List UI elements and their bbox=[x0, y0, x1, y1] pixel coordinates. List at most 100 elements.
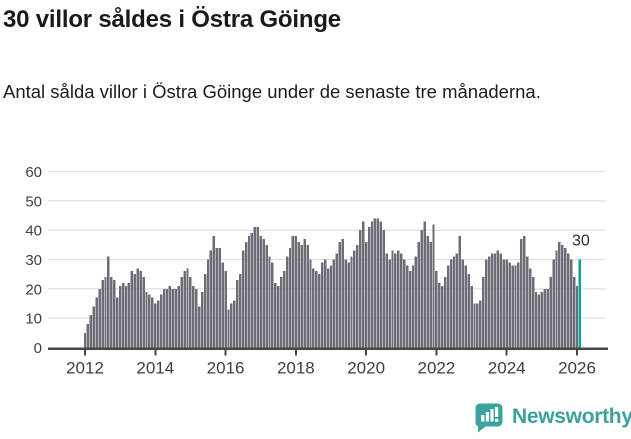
bar bbox=[303, 238, 306, 348]
y-axis-label: 10 bbox=[25, 311, 42, 328]
bar bbox=[244, 241, 248, 348]
bar bbox=[388, 259, 391, 348]
bar bbox=[400, 253, 403, 348]
bar bbox=[520, 238, 523, 348]
y-axis-label: 60 bbox=[25, 164, 42, 181]
bar bbox=[159, 294, 163, 348]
tick-mark bbox=[576, 350, 579, 356]
bar bbox=[341, 238, 344, 348]
bar bbox=[514, 265, 517, 348]
bar bbox=[435, 271, 438, 348]
bar bbox=[203, 274, 207, 348]
bar bbox=[124, 285, 128, 348]
bar bbox=[186, 268, 189, 348]
bar bbox=[118, 285, 122, 348]
bar bbox=[115, 297, 119, 348]
bar bbox=[189, 277, 192, 348]
bar bbox=[332, 259, 336, 348]
bar bbox=[443, 277, 447, 348]
newsworthy-logo[interactable]: Newsworthy bbox=[474, 401, 631, 433]
bar bbox=[347, 262, 350, 348]
bar-chart: 0 10 20 30 40 50 60 2012 2014 2016 2018 2020 2022 202… bbox=[25, 164, 608, 378]
bar bbox=[523, 236, 526, 348]
x-axis-label: 2014 bbox=[136, 359, 174, 378]
bar bbox=[353, 250, 356, 348]
bar bbox=[133, 274, 137, 348]
bar bbox=[543, 288, 547, 348]
tick-mark bbox=[365, 350, 368, 356]
bar bbox=[148, 294, 151, 348]
bar bbox=[487, 256, 491, 348]
bar bbox=[493, 253, 497, 348]
bar bbox=[423, 221, 426, 348]
bar bbox=[107, 256, 110, 348]
bar bbox=[338, 241, 342, 348]
bar bbox=[95, 297, 98, 348]
x-axis-label: 2022 bbox=[418, 359, 456, 378]
tick-mark bbox=[154, 350, 157, 356]
newsworthy-icon bbox=[475, 403, 503, 433]
bar bbox=[215, 247, 219, 348]
bar bbox=[279, 277, 283, 348]
bar bbox=[230, 303, 233, 348]
bar bbox=[461, 259, 465, 348]
bar bbox=[490, 253, 494, 348]
x-axis-label: 2026 bbox=[558, 359, 596, 378]
x-axis-label: 2012 bbox=[66, 359, 104, 378]
bar bbox=[309, 259, 312, 348]
bar bbox=[151, 297, 154, 348]
bar bbox=[555, 250, 558, 348]
bar bbox=[350, 256, 353, 348]
bar bbox=[121, 282, 125, 348]
bar bbox=[180, 277, 183, 348]
bar bbox=[297, 241, 301, 348]
tick-mark bbox=[435, 350, 438, 356]
bar bbox=[221, 262, 224, 348]
bar bbox=[569, 259, 573, 348]
bar bbox=[206, 259, 210, 348]
bar bbox=[329, 265, 333, 348]
bar bbox=[323, 259, 327, 348]
bar bbox=[458, 236, 462, 348]
bar bbox=[250, 233, 254, 348]
bar bbox=[294, 236, 298, 348]
bar bbox=[566, 253, 570, 348]
bar bbox=[429, 241, 432, 348]
bar bbox=[83, 332, 87, 348]
bar bbox=[534, 291, 538, 348]
bar bbox=[142, 277, 145, 348]
bar bbox=[271, 262, 274, 348]
bar bbox=[183, 271, 186, 348]
bar bbox=[376, 218, 380, 348]
tick-mark bbox=[84, 350, 86, 356]
bar bbox=[411, 265, 415, 348]
bar bbox=[195, 288, 198, 348]
bar bbox=[233, 300, 236, 348]
bar bbox=[373, 218, 377, 348]
bar bbox=[197, 306, 201, 348]
bar bbox=[171, 288, 175, 348]
newsworthy-wordmark: Newsworthy bbox=[512, 405, 631, 428]
bar bbox=[356, 244, 359, 348]
bar bbox=[537, 294, 541, 348]
bar bbox=[291, 236, 295, 348]
bar bbox=[558, 241, 561, 348]
bar bbox=[508, 262, 511, 348]
bar bbox=[306, 244, 309, 348]
bar bbox=[89, 315, 93, 348]
bar bbox=[432, 224, 435, 348]
bar bbox=[540, 291, 544, 348]
bar bbox=[300, 244, 303, 348]
bar bbox=[417, 241, 421, 348]
bar bbox=[546, 288, 549, 348]
bar bbox=[110, 277, 113, 348]
bar bbox=[470, 285, 473, 348]
bar bbox=[288, 247, 292, 348]
bar bbox=[285, 256, 289, 348]
bar bbox=[162, 288, 166, 348]
bar bbox=[218, 247, 221, 348]
y-axis-label: 30 bbox=[25, 252, 42, 269]
bar bbox=[212, 236, 216, 348]
bar bbox=[482, 277, 485, 348]
bar bbox=[449, 259, 453, 348]
